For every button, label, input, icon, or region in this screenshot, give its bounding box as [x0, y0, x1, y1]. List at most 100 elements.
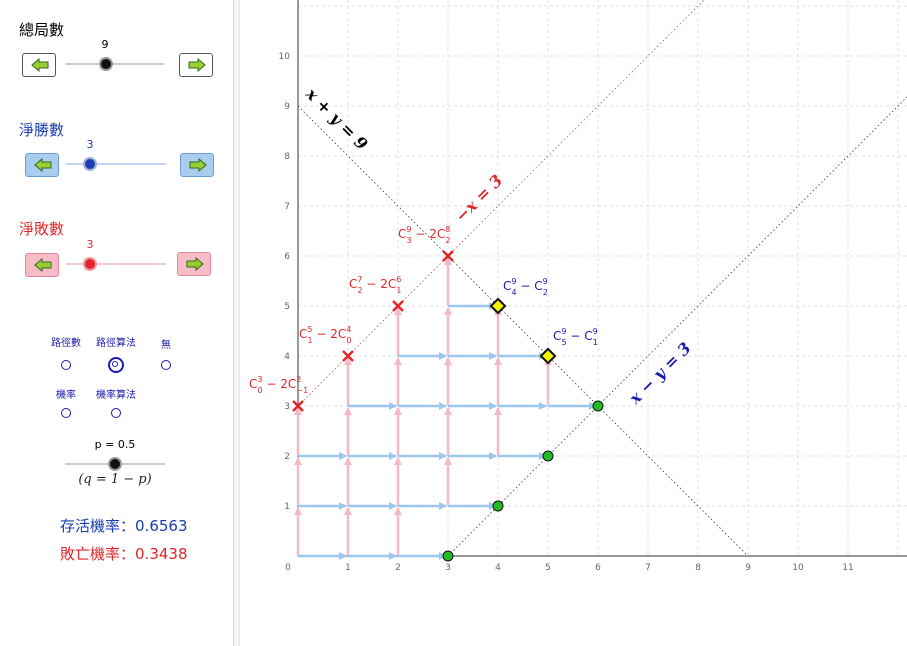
- control-panel: 總局數 9 淨勝數 3 淨敗數 3 路徑數 路徑算法 無 機率 機率算法 p =…: [0, 0, 233, 646]
- formula-rest: − 2C: [313, 327, 347, 341]
- p-slider-knob[interactable]: [108, 457, 122, 471]
- formula-rest: − C: [517, 279, 543, 293]
- y-tick-label: 3: [284, 402, 290, 412]
- path-arrows: [294, 257, 597, 560]
- arrow-right-icon: [188, 57, 206, 73]
- x-tick-label: 9: [745, 563, 751, 573]
- formula-c: C: [249, 377, 257, 391]
- line-label-lower: x − y = 3: [625, 338, 695, 408]
- failure-probability-value: 0.3438: [135, 545, 188, 563]
- mode-path-method-radio[interactable]: [108, 357, 124, 373]
- net-losses-slider-track[interactable]: [66, 263, 166, 265]
- formula-sub: 3: [406, 236, 411, 245]
- y-tick-label: 6: [284, 252, 290, 262]
- formula-sub2: 2: [445, 236, 450, 245]
- x-tick-label: 0: [285, 563, 291, 573]
- fail-mark: [292, 400, 304, 412]
- fail-mark: [342, 350, 354, 362]
- mode-probability-radio[interactable]: [61, 408, 71, 418]
- formula-rest: − 2C: [412, 227, 446, 241]
- end-point: [539, 347, 557, 365]
- formula-sup2: 9: [543, 277, 548, 286]
- formula-sub2: 1: [396, 286, 401, 295]
- formula-label: C9 5 − C9 1: [553, 327, 598, 347]
- formula-sup2: 8: [445, 225, 450, 234]
- fail-point: [292, 400, 304, 412]
- y-tick-label: 10: [279, 52, 291, 62]
- total-games-decrease-button[interactable]: [22, 53, 56, 77]
- net-losses-slider-knob[interactable]: [83, 257, 97, 271]
- y-tick-label: 4: [284, 352, 290, 362]
- formula-c: C: [503, 279, 511, 293]
- points: [292, 250, 604, 562]
- net-wins-increase-button[interactable]: [180, 153, 214, 177]
- formula-rest: − 2C: [363, 277, 397, 291]
- formula-labels: C3 0 − 2C2 −1C5 1 − 2C4 0C7 2 − 2C6 1C9 3 − 2C8…: [249, 225, 598, 395]
- mode-path-count-label: 路徑數: [51, 338, 81, 349]
- panel-divider[interactable]: [233, 0, 240, 646]
- failure-probability: 敗亡機率：0.3438: [60, 543, 188, 564]
- arrow-right-icon: [189, 157, 207, 173]
- line-lower: [447, 96, 907, 557]
- net-wins-decrease-button[interactable]: [25, 153, 59, 177]
- boundary-lines: [297, 0, 907, 557]
- mode-path-count-radio[interactable]: [61, 360, 71, 370]
- formula-sub2: 0: [346, 336, 351, 345]
- formula-sup: 7: [357, 275, 362, 284]
- formula-sup: 9: [511, 277, 516, 286]
- q-formula: (q = 1 − p): [78, 472, 152, 487]
- arrow-left-icon: [31, 57, 49, 73]
- win-point: [492, 500, 504, 512]
- mode-probability-method-label: 機率算法: [96, 390, 136, 401]
- formula-sup: 5: [307, 325, 312, 334]
- formula-rest: − 2C: [263, 377, 297, 391]
- formula-c: C: [553, 329, 561, 343]
- formula-rest: − C: [567, 329, 593, 343]
- arrow-left-icon: [34, 157, 52, 173]
- fail-mark: [392, 300, 404, 312]
- formula-sub2: −1: [296, 386, 308, 395]
- formula-sub: 4: [511, 288, 516, 297]
- line-upper: [297, 0, 705, 407]
- total-games-increase-button[interactable]: [179, 53, 213, 77]
- formula-label: C9 4 − C9 2: [503, 277, 548, 297]
- net-losses-value: 3: [86, 238, 94, 251]
- line-label-sum: x + y = 9: [301, 84, 371, 154]
- formula-c: C: [299, 327, 307, 341]
- mode-none-radio[interactable]: [161, 360, 171, 370]
- net-losses-increase-button[interactable]: [177, 252, 211, 276]
- formula-sub2: 2: [543, 288, 548, 297]
- win-point: [442, 550, 454, 562]
- formula-sub2: 1: [593, 338, 598, 347]
- net-wins-value: 3: [86, 138, 94, 151]
- total-games-slider-knob[interactable]: [99, 57, 113, 71]
- formula-sub: 2: [357, 286, 362, 295]
- y-tick-label: 5: [284, 302, 290, 312]
- formula-sup: 9: [561, 327, 566, 336]
- total-games-slider-track[interactable]: [66, 63, 164, 65]
- formula-sup2: 4: [346, 325, 351, 334]
- survival-probability-label: 存活機率：: [60, 517, 136, 535]
- formula-sup2: 2: [296, 375, 301, 384]
- net-wins-slider-track[interactable]: [66, 163, 166, 165]
- arrow-right-icon: [186, 256, 204, 272]
- end-point: [489, 297, 507, 315]
- x-tick-label: 7: [645, 563, 651, 573]
- net-losses-decrease-button[interactable]: [25, 253, 59, 277]
- y-tick-label: 9: [284, 102, 290, 112]
- mode-probability-method-radio[interactable]: [111, 408, 121, 418]
- x-tick-label: 8: [695, 563, 701, 573]
- total-games-value: 9: [101, 38, 109, 51]
- formula-c: C: [398, 227, 406, 241]
- line-sum: [297, 105, 749, 557]
- net-wins-slider-knob[interactable]: [83, 157, 97, 171]
- formula-sub: 1: [307, 336, 312, 345]
- fail-mark: [442, 250, 454, 262]
- x-tick-label: 10: [792, 563, 804, 573]
- x-tick-label: 4: [495, 563, 501, 573]
- x-tick-label: 6: [595, 563, 601, 573]
- formula-label: C7 2 − 2C6 1: [349, 275, 401, 295]
- arrow-left-icon: [34, 257, 52, 273]
